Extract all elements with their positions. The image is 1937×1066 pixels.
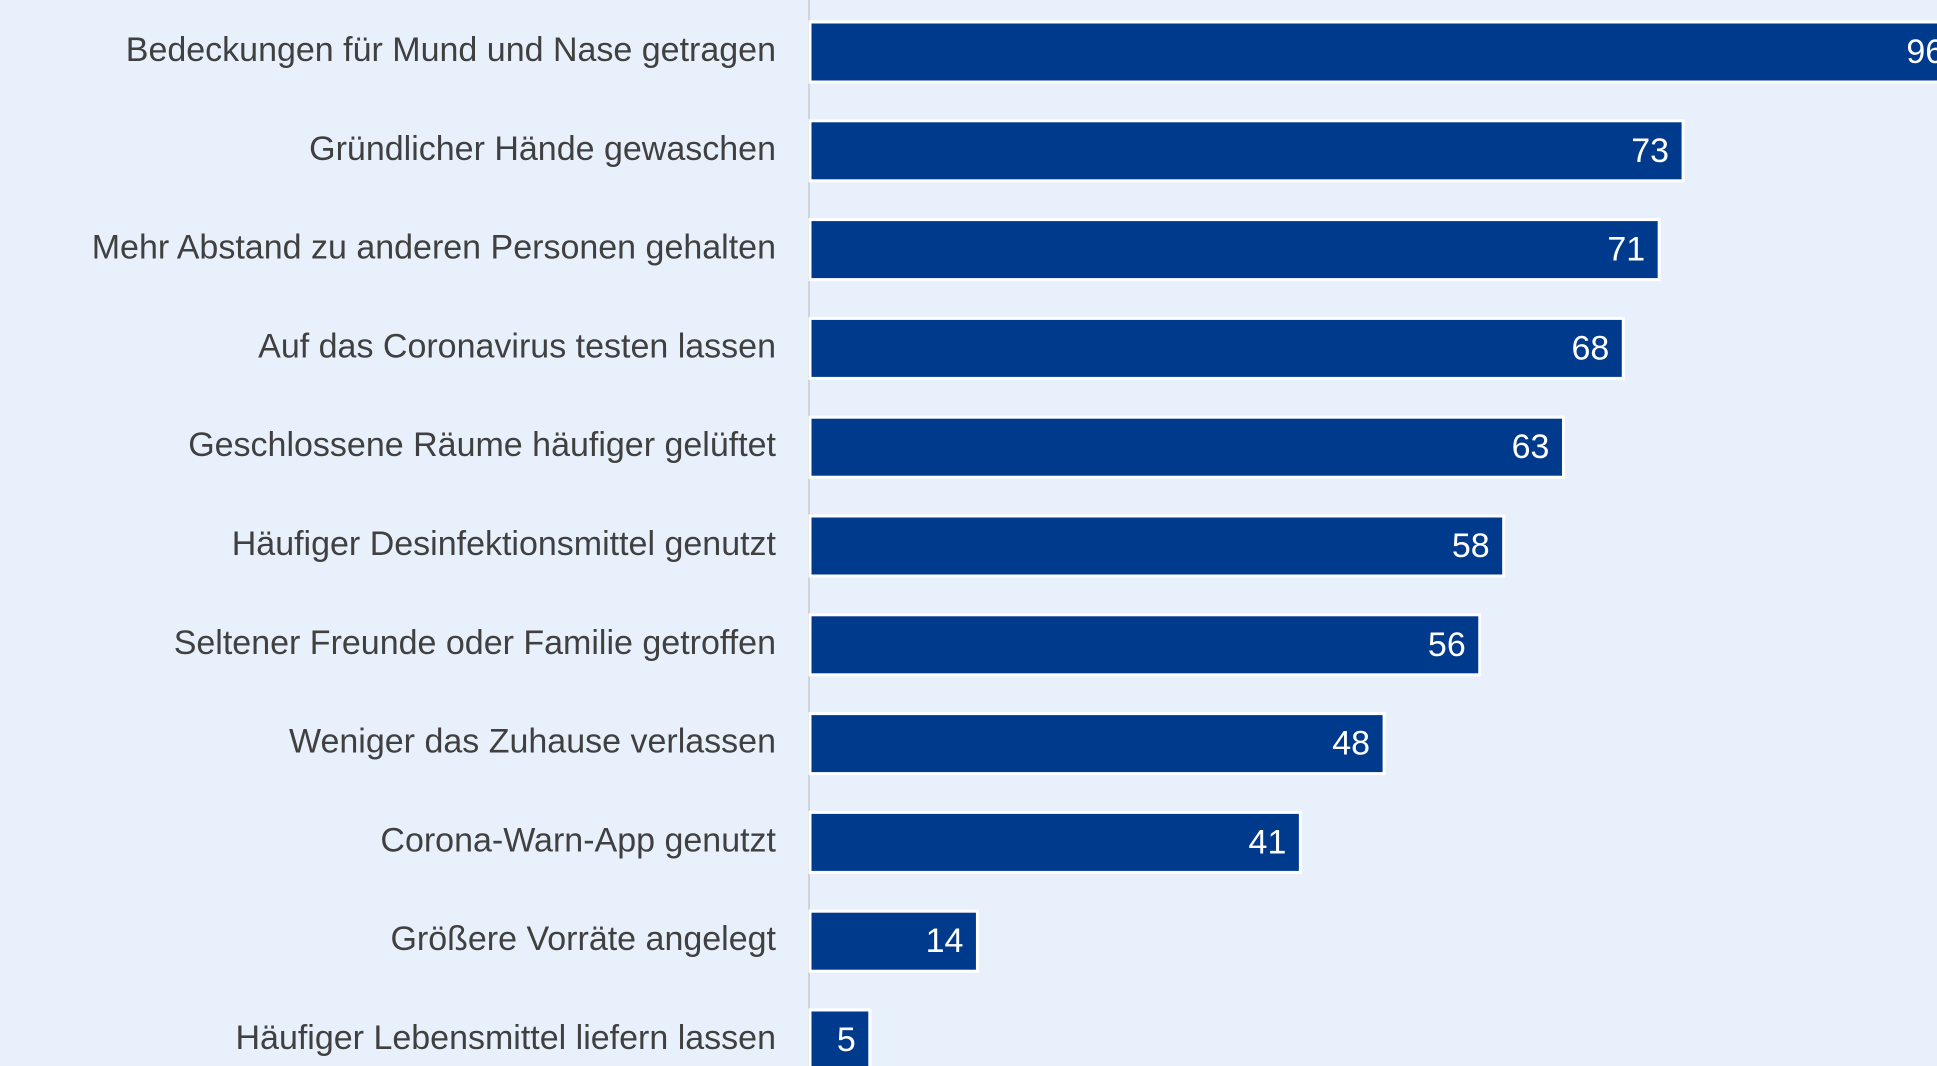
category-label: Auf das Coronavirus testen lassen	[258, 327, 776, 365]
bar	[808, 514, 1506, 578]
bar	[808, 810, 1302, 874]
bar	[808, 909, 979, 973]
bar	[808, 1008, 872, 1066]
value-label: 96	[1906, 33, 1937, 71]
category-label: Bedeckungen für Mund und Nase getragen	[126, 31, 776, 69]
value-label: 41	[1249, 823, 1287, 861]
value-label: 14	[926, 922, 964, 960]
bar	[808, 20, 1937, 84]
category-label: Corona-Warn-App genutzt	[380, 821, 776, 859]
value-label: 73	[1631, 132, 1669, 170]
category-label: Häufiger Lebensmittel liefern lassen	[235, 1019, 776, 1057]
category-label: Mehr Abstand zu anderen Personen gehalte…	[92, 229, 776, 267]
value-label: 63	[1512, 428, 1550, 466]
value-label: 56	[1428, 626, 1466, 664]
category-label: Häufiger Desinfektionsmittel genutzt	[232, 525, 777, 563]
value-label: 71	[1607, 231, 1645, 269]
bar	[808, 415, 1565, 479]
category-label: Seltener Freunde oder Familie getroffen	[174, 624, 776, 662]
category-label: Geschlossene Räume häufiger gelüftet	[188, 426, 776, 464]
value-label: 68	[1571, 329, 1609, 367]
bar	[808, 218, 1661, 282]
bar	[808, 316, 1625, 380]
bar	[808, 712, 1386, 776]
value-label: 48	[1332, 725, 1370, 763]
category-label: Größere Vorräte angelegt	[390, 920, 776, 958]
category-label: Gründlicher Hände gewaschen	[309, 130, 776, 168]
value-label: 5	[837, 1021, 856, 1059]
value-label: 58	[1452, 527, 1490, 565]
category-label: Weniger das Zuhause verlassen	[289, 723, 776, 761]
bar	[808, 613, 1482, 677]
bar	[808, 119, 1685, 183]
